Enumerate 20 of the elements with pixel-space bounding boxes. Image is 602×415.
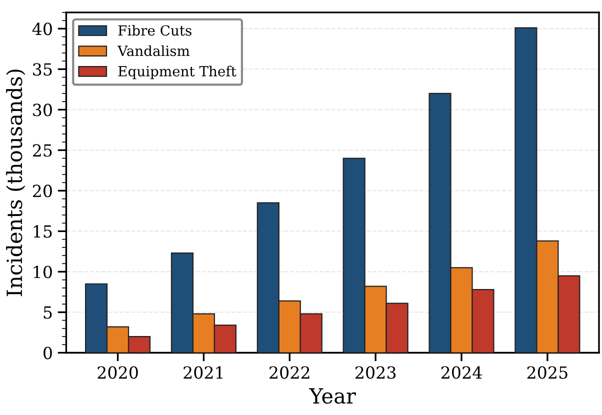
x-axis-title: Year [309, 388, 356, 404]
x-tick-label: 2023 [355, 366, 396, 379]
y-tick-label: 0 [44, 346, 52, 360]
y-tick-label: 25 [32, 144, 52, 157]
x-tick-label: 2024 [441, 366, 482, 379]
legend-label: Fibre Cuts [118, 24, 192, 36]
x-tick-label: 2025 [527, 366, 568, 379]
y-tick-label: 10 [34, 266, 52, 278]
legend-label: Vandalism [117, 45, 190, 56]
y-tick-label: 35 [33, 63, 52, 76]
y-tick-label: 5 [44, 306, 52, 319]
legend-label: Equipment Theft [118, 66, 236, 80]
x-tick-label: 2022 [270, 366, 310, 379]
y-axis-title: Incidents (thousands) [6, 70, 26, 296]
y-tick-label: 30 [33, 104, 52, 116]
y-tick-label: 15 [34, 225, 52, 238]
x-tick-label: 2021 [184, 366, 223, 379]
y-tick-label: 20 [32, 184, 52, 198]
x-tick-label: 2020 [98, 366, 138, 379]
y-tick-label: 40 [32, 22, 52, 36]
